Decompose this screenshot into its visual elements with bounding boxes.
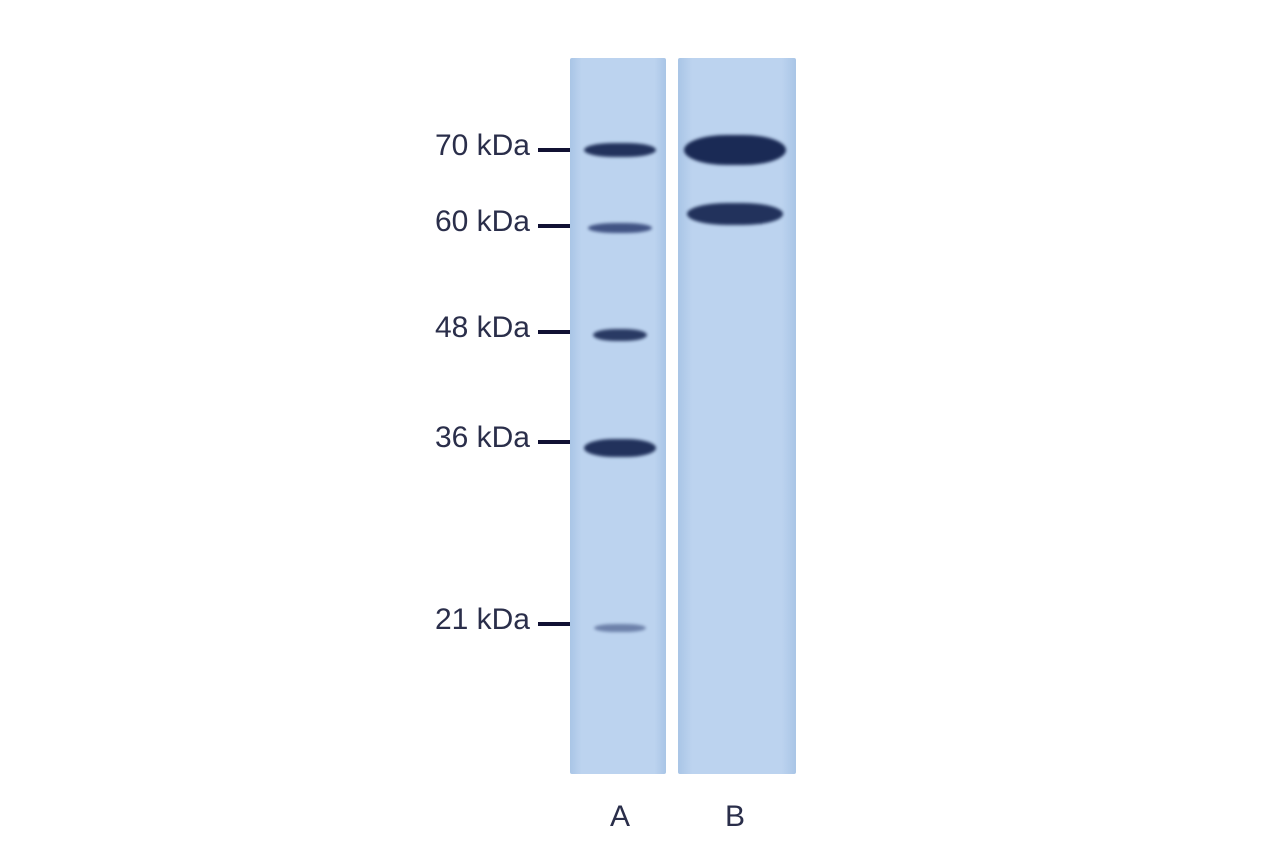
blot-band [588,223,652,233]
marker-tick [538,622,570,626]
lane-b-background [678,58,796,774]
blot-band [687,203,783,225]
blot-band [593,329,647,341]
marker-label: 36 kDa [360,421,530,455]
blot-band [594,624,646,632]
blot-band [584,439,656,457]
marker-label: 21 kDa [360,603,530,637]
blot-band [584,143,656,157]
blot-band [684,135,786,165]
marker-tick [538,330,570,334]
lane-label: A [590,800,650,834]
western-blot-figure: 70 kDa 60 kDa 48 kDa 36 kDa 21 kDa A B [0,0,1280,853]
marker-label: 60 kDa [360,205,530,239]
marker-label: 48 kDa [360,311,530,345]
marker-label: 70 kDa [360,129,530,163]
marker-tick [538,148,570,152]
lane-a-background [570,58,666,774]
marker-tick [538,440,570,444]
lane-label: B [705,800,765,834]
marker-tick [538,224,570,228]
